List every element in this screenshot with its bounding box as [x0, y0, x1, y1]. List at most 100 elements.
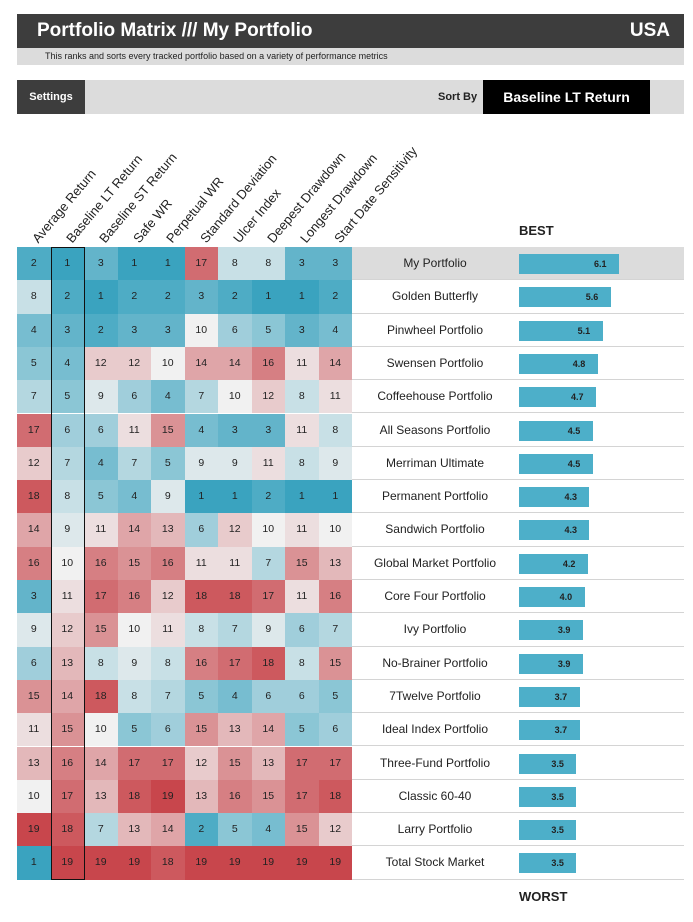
portfolio-name[interactable]: Classic 60-40	[352, 780, 518, 814]
rank-cell: 16	[251, 346, 285, 381]
title-bar: Portfolio Matrix /// My Portfolio USA	[17, 14, 684, 48]
rank-cell: 11	[117, 413, 151, 447]
rank-cell: 13	[84, 779, 118, 814]
rank-cell: 8	[151, 646, 185, 680]
rank-cell: 1	[84, 280, 118, 314]
portfolio-name[interactable]: Pinwheel Portfolio	[352, 314, 518, 347]
rank-cell: 2	[84, 313, 118, 347]
rank-cell: 16	[218, 779, 252, 814]
portfolio-name[interactable]: My Portfolio	[352, 247, 518, 281]
score-row: 5.1	[518, 314, 684, 347]
score-row: 4.0	[518, 580, 684, 614]
rank-cell: 1	[318, 480, 352, 514]
rank-cell: 5	[17, 346, 51, 381]
rank-cell: 10	[50, 546, 84, 580]
score-row: 4.7	[518, 380, 684, 414]
rank-cell: 8	[251, 247, 285, 281]
settings-button[interactable]: Settings	[17, 80, 85, 114]
portfolio-name[interactable]: Sandwich Portfolio	[352, 513, 518, 547]
rank-cell: 11	[285, 413, 319, 447]
rank-cell: 18	[17, 480, 51, 514]
score-bar	[519, 820, 577, 841]
rank-cell: 2	[218, 280, 252, 314]
rank-cell: 9	[84, 380, 118, 414]
rank-cell: 4	[251, 813, 285, 847]
portfolio-name[interactable]: Total Stock Market	[352, 846, 518, 880]
score-bar	[519, 853, 577, 874]
rank-cell: 5	[318, 679, 352, 714]
rank-cell: 17	[285, 779, 319, 814]
rank-cell: 7	[84, 813, 118, 847]
rank-cell: 7	[251, 546, 285, 580]
rank-cell: 9	[251, 613, 285, 647]
rank-cell: 15	[17, 679, 51, 714]
sort-select[interactable]: Baseline LT Return	[483, 80, 650, 114]
rank-cell: 10	[318, 513, 352, 547]
rank-cell: 1	[117, 247, 151, 281]
score-row: 5.6	[518, 280, 684, 314]
rank-cell: 13	[318, 546, 352, 580]
rank-cell: 6	[285, 613, 319, 647]
rank-cell: 10	[17, 779, 51, 814]
rank-cell: 12	[318, 813, 352, 847]
portfolio-name[interactable]: Coffeehouse Portfolio	[352, 380, 518, 414]
portfolio-name[interactable]: Merriman Ultimate	[352, 447, 518, 481]
rank-cell: 1	[285, 280, 319, 314]
rank-cell: 17	[318, 746, 352, 780]
portfolio-name[interactable]: Three-Fund Portfolio	[352, 747, 518, 780]
score-row: 4.2	[518, 547, 684, 580]
rank-cell: 15	[184, 713, 218, 747]
rank-cell: 19	[218, 846, 252, 880]
portfolio-name[interactable]: Golden Butterfly	[352, 280, 518, 314]
rank-cell: 12	[117, 346, 151, 381]
rank-cell: 3	[117, 313, 151, 347]
score-bar	[519, 387, 597, 408]
portfolio-name[interactable]: Ivy Portfolio	[352, 613, 518, 647]
score-row: 3.9	[518, 647, 684, 680]
score-value: 5.1	[577, 325, 591, 336]
portfolio-name[interactable]: Swensen Portfolio	[352, 347, 518, 381]
rank-cell: 5	[117, 713, 151, 747]
rank-cell: 16	[17, 546, 51, 580]
rank-cell: 17	[285, 746, 319, 780]
rank-cell: 5	[251, 313, 285, 347]
rank-cell: 15	[50, 713, 84, 747]
rank-cell: 15	[218, 746, 252, 780]
rank-cell: 11	[17, 713, 51, 747]
country-label[interactable]: USA	[629, 20, 670, 41]
rank-cell: 7	[318, 613, 352, 647]
rank-cell: 6	[50, 413, 84, 447]
rank-cell: 10	[84, 713, 118, 747]
score-value: 4.8	[572, 358, 586, 369]
rank-cell: 3	[318, 247, 352, 281]
portfolio-name[interactable]: Permanent Portfolio	[352, 480, 518, 514]
score-value: 3.9	[557, 625, 571, 636]
rank-cell: 6	[17, 646, 51, 680]
score-row: 3.7	[518, 680, 684, 714]
rank-cell: 8	[184, 613, 218, 647]
rank-cell: 8	[285, 380, 319, 414]
rank-cell: 7	[50, 446, 84, 481]
score-bar	[519, 786, 577, 807]
rank-cell: 8	[84, 646, 118, 680]
rank-cell: 16	[184, 646, 218, 680]
rank-cell: 11	[184, 546, 218, 580]
portfolio-name[interactable]: Global Market Portfolio	[352, 547, 518, 580]
portfolio-name[interactable]: Larry Portfolio	[352, 813, 518, 847]
portfolio-name[interactable]: Ideal Index Portfolio	[352, 713, 518, 747]
rank-cell: 17	[84, 580, 118, 614]
score-bar	[519, 453, 593, 474]
rank-cell: 11	[251, 446, 285, 481]
portfolio-name[interactable]: No-Brainer Portfolio	[352, 647, 518, 680]
score-value: 4.7	[571, 392, 584, 403]
rank-cell: 6	[184, 513, 218, 547]
rank-cell: 11	[285, 513, 319, 547]
score-row: 3.5	[518, 747, 684, 780]
portfolio-name[interactable]: 7Twelve Portfolio	[352, 680, 518, 714]
rank-cell: 9	[318, 446, 352, 481]
portfolio-name[interactable]: Core Four Portfolio	[352, 580, 518, 614]
score-bar	[519, 553, 588, 574]
portfolio-name[interactable]: All Seasons Portfolio	[352, 414, 518, 447]
rank-cell: 18	[318, 779, 352, 814]
rank-cell: 6	[84, 413, 118, 447]
